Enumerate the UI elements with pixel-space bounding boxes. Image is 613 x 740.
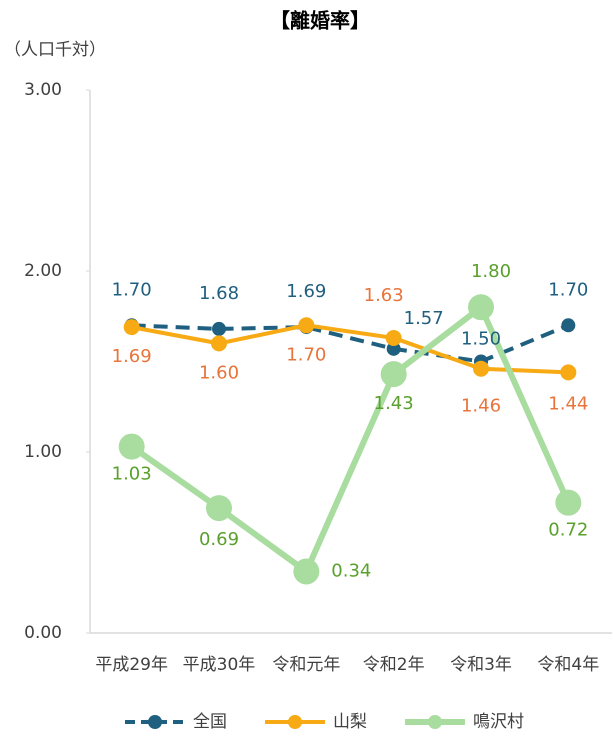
data-label: 1.03 (112, 464, 152, 485)
data-label: 1.57 (404, 308, 444, 329)
data-label: 1.44 (548, 393, 588, 414)
point (555, 489, 582, 516)
data-label: 1.68 (199, 283, 239, 304)
legend-label: 鳴沢村 (473, 712, 524, 732)
data-label: 1.60 (199, 362, 239, 383)
data-label: 1.50 (461, 329, 501, 350)
point (468, 294, 494, 321)
chart-title: 【離婚率】 (270, 9, 370, 33)
point (293, 558, 320, 585)
point (212, 321, 226, 336)
series-line (129, 302, 572, 577)
legend-marker (288, 715, 302, 729)
data-label: 1.69 (112, 346, 152, 367)
data-label: 1.63 (364, 285, 404, 306)
point (206, 495, 232, 522)
data-label: 1.70 (548, 279, 588, 300)
point (118, 433, 145, 460)
x-tick-label: 令和4年 (537, 655, 599, 675)
data-label: 0.34 (331, 560, 371, 581)
y-tick-label: 2.00 (24, 261, 62, 281)
data-label: 1.46 (461, 396, 501, 417)
series-line (131, 323, 569, 375)
point (123, 319, 140, 336)
series-line (131, 323, 570, 364)
y-unit-label: （人口千対） (4, 40, 106, 60)
data-label: 0.72 (548, 520, 588, 541)
point (298, 317, 315, 334)
x-tick-label: 令和2年 (363, 655, 425, 675)
data-label: 1.43 (374, 393, 414, 414)
point (561, 318, 576, 333)
x-tick-label: 平成30年 (183, 655, 256, 675)
data-label: 1.70 (286, 344, 326, 365)
legend-label: 山梨 (333, 712, 367, 732)
y-tick-label: 3.00 (24, 80, 62, 100)
data-label: 0.69 (199, 529, 239, 550)
x-tick-label: 令和元年 (272, 655, 340, 675)
y-tick-label: 0.00 (24, 623, 62, 643)
x-tick-label: 令和3年 (450, 655, 512, 675)
legend-marker (428, 715, 442, 729)
x-tick-label: 平成29年 (95, 655, 168, 675)
point (560, 364, 577, 381)
point (386, 341, 401, 356)
legend-label: 全国 (193, 712, 227, 732)
point (473, 360, 489, 377)
data-label: 1.70 (112, 279, 152, 300)
point (211, 335, 227, 352)
point (380, 361, 407, 388)
y-tick-label: 1.00 (24, 442, 62, 462)
data-label: 1.69 (286, 281, 326, 302)
data-label: 1.80 (471, 261, 511, 282)
legend-marker (148, 715, 162, 729)
point (385, 329, 402, 346)
